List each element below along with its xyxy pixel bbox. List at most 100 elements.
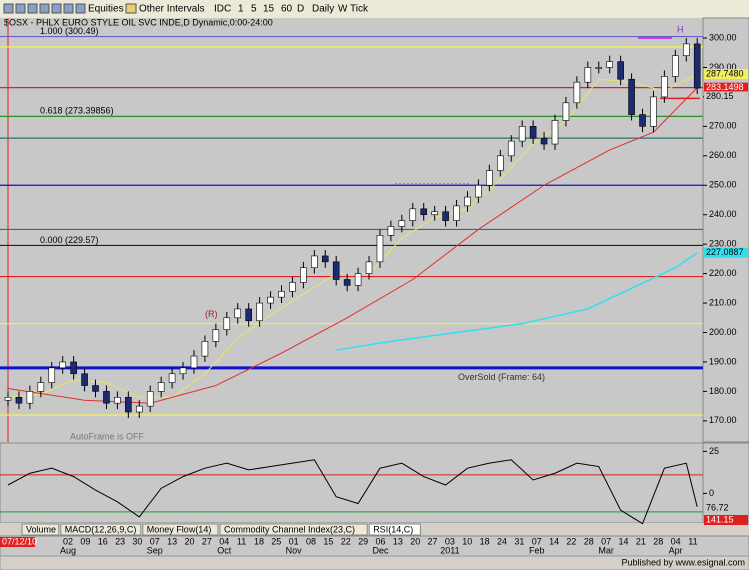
toolbar-button[interactable]: [335, 2, 347, 15]
date-label: 13: [167, 536, 177, 546]
toolbar-label[interactable]: Tick: [350, 4, 369, 15]
candle-body: [420, 208, 428, 216]
toolbar-icon[interactable]: [75, 3, 86, 14]
indicator-pane: [0, 442, 704, 524]
toolbar-icon[interactable]: [51, 3, 62, 14]
candle-body: [540, 137, 548, 145]
tab[interactable]: [219, 523, 368, 536]
toolbar-icon[interactable]: [63, 3, 74, 14]
readout-box: [704, 503, 748, 513]
date-label: 07: [601, 536, 611, 546]
y-tick-label: 250.00: [709, 180, 737, 190]
candle-body: [562, 102, 570, 121]
date-label: 21: [636, 536, 646, 546]
candle-body: [573, 81, 581, 104]
month-label: Dec: [372, 545, 389, 555]
toolbar-label[interactable]: Equities: [88, 4, 124, 15]
candle-body: [486, 170, 493, 186]
date-label: 20: [185, 536, 195, 546]
date-label: 11: [237, 536, 246, 546]
candle-body: [256, 302, 263, 322]
candle-body: [212, 329, 220, 342]
candle-body: [15, 396, 23, 404]
candle-body: [442, 211, 449, 221]
candle-body: [103, 391, 110, 404]
annotation: 0.000 (229.57): [40, 235, 99, 245]
toolbar-button[interactable]: [309, 2, 321, 15]
candle-body: [267, 296, 274, 304]
date-label: 28: [584, 536, 594, 546]
month-label: Nov: [286, 545, 303, 555]
y-tick-label: 170.00: [709, 415, 737, 425]
toolbar-button[interactable]: [278, 2, 290, 15]
toolbar-label[interactable]: 1: [238, 4, 244, 15]
toolbar-button[interactable]: [136, 2, 148, 15]
price-marker-label: 287.7480: [706, 68, 744, 78]
date-label: 07: [532, 536, 542, 546]
readout-box: [704, 515, 748, 525]
date-label: 14: [619, 536, 629, 546]
date-label: 08: [306, 536, 316, 546]
candle-body: [617, 61, 624, 80]
y-tick-label: 210.00: [709, 297, 737, 307]
date-label: 01: [289, 536, 299, 546]
candle-body: [409, 208, 417, 221]
candle-body: [278, 290, 285, 298]
toolbar-label[interactable]: 15: [263, 4, 275, 15]
candle-body: [26, 391, 34, 404]
tab[interactable]: [142, 523, 219, 536]
tab[interactable]: [60, 523, 142, 536]
toolbar-button[interactable]: [248, 2, 260, 15]
candle-body: [4, 396, 12, 401]
toolbar: [0, 0, 749, 18]
tab-label[interactable]: Volume: [26, 524, 56, 534]
toolbar-icon[interactable]: [125, 3, 137, 14]
toolbar-icon[interactable]: [3, 3, 14, 14]
tab-label[interactable]: RSI(14,C): [373, 524, 413, 534]
toolbar-label[interactable]: D: [297, 4, 304, 15]
status-bar: [0, 555, 749, 570]
candle-body: [343, 279, 351, 286]
candle-body: [168, 373, 176, 383]
price-marker: [704, 82, 748, 93]
annotation: 1.000 (300.49): [40, 26, 99, 36]
tab-label[interactable]: MACD(12,26,9,C): [65, 524, 137, 534]
date-label: 15: [323, 536, 333, 546]
toolbar-label[interactable]: Daily: [312, 4, 334, 15]
toolbar-button[interactable]: [85, 2, 97, 15]
candle-body: [529, 126, 537, 139]
y-tick-label: 200.00: [709, 327, 737, 337]
annotation: (R): [205, 309, 218, 319]
candle-body: [672, 55, 679, 77]
tab[interactable]: [21, 523, 60, 536]
candle-body: [584, 67, 592, 83]
toolbar-button[interactable]: [347, 2, 359, 15]
tab[interactable]: [368, 523, 421, 536]
tab-label[interactable]: Money Flow(14): [147, 524, 212, 534]
toolbar-label[interactable]: 60: [281, 4, 293, 15]
toolbar-button[interactable]: [260, 2, 272, 15]
toolbar-label[interactable]: 5: [251, 4, 257, 15]
y-tick-label: 270.00: [709, 121, 737, 131]
tab-label[interactable]: Commodity Channel Index(23,C): [224, 524, 355, 534]
candle-body: [125, 396, 132, 413]
toolbar-icon[interactable]: [15, 3, 26, 14]
price-marker: [704, 91, 748, 102]
toolbar-icon[interactable]: [39, 3, 50, 14]
candle-body: [661, 75, 668, 98]
toolbar-icon[interactable]: [27, 3, 38, 14]
y-tick-label: 190.00: [709, 356, 737, 366]
toolbar-label[interactable]: Other Intervals: [139, 4, 205, 15]
toolbar-label[interactable]: W: [338, 4, 348, 15]
date-label: 18: [254, 536, 264, 546]
toolbar-button[interactable]: [294, 2, 306, 15]
toolbar-button[interactable]: [211, 2, 223, 15]
candle-body: [37, 382, 45, 392]
candle-body: [693, 43, 701, 89]
candle-body: [223, 317, 231, 330]
moving-average: [7, 73, 698, 398]
toolbar-label[interactable]: IDC: [214, 4, 231, 15]
toolbar-button[interactable]: [235, 2, 247, 15]
date-label: 20: [410, 536, 420, 546]
